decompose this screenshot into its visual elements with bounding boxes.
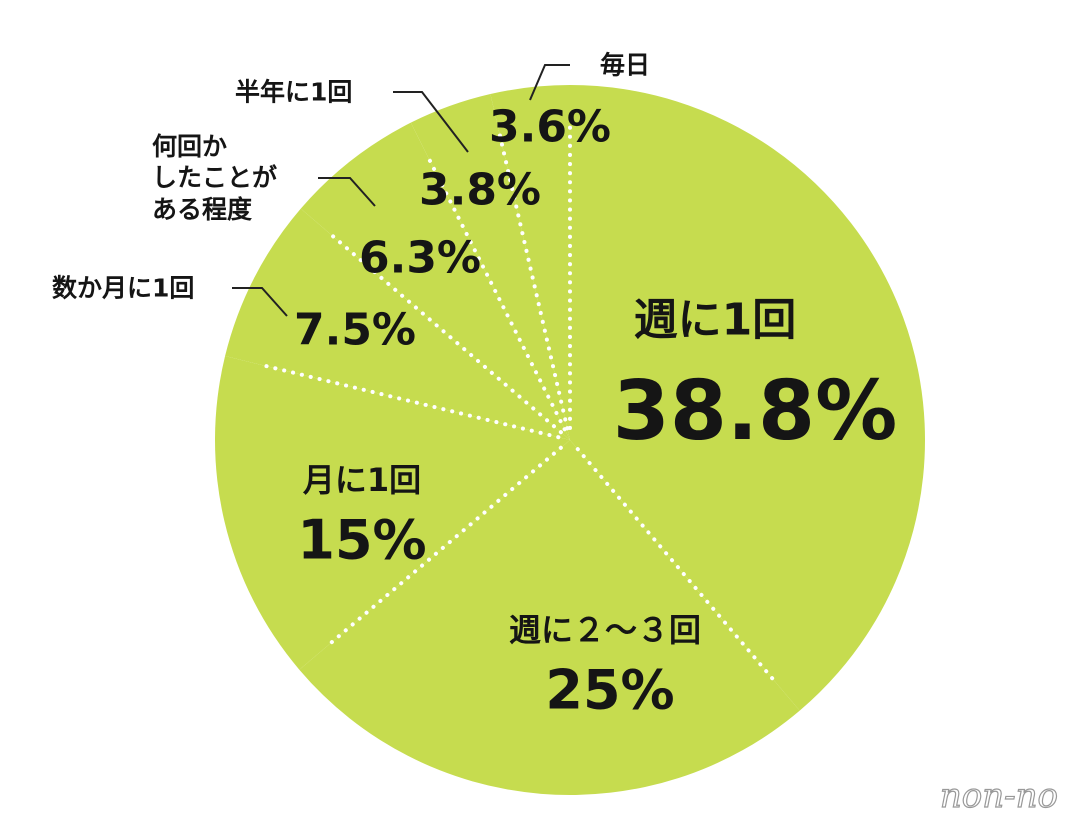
category-label: 毎日: [600, 50, 651, 80]
slice-divider: [326, 230, 563, 435]
pie-slice: [410, 94, 570, 440]
value-label: 25%: [545, 658, 675, 722]
leader-line: [529, 64, 570, 101]
category-label: 月に1回: [302, 461, 422, 499]
slice-divider: [496, 128, 570, 431]
value-label: 6.3%: [358, 232, 482, 284]
pie-slice: [215, 356, 570, 670]
category-label: 何回か したことが ある程度: [152, 132, 278, 224]
category-label: 数か月に1回: [52, 273, 195, 303]
slice-divider: [575, 447, 778, 685]
leader-line: [318, 177, 376, 207]
slice-divider: [259, 362, 561, 440]
value-label: 3.6%: [488, 101, 612, 153]
pie-slice: [225, 208, 570, 440]
leader-line: [232, 287, 288, 317]
value-label: 7.5%: [293, 304, 417, 356]
category-label: 半年に1回: [235, 77, 353, 107]
value-label: 38.8%: [612, 363, 898, 459]
value-label: 15%: [297, 508, 427, 572]
pie-slice: [299, 440, 800, 796]
value-label: 3.8%: [418, 164, 542, 216]
pie-slice: [570, 85, 926, 711]
leader-line: [393, 91, 469, 153]
pie-slice: [300, 122, 570, 441]
pie-slice: [490, 85, 570, 440]
category-label: 週に1回: [633, 294, 797, 346]
watermark: non-no: [939, 775, 1058, 816]
slice-divider: [325, 445, 563, 648]
category-label: 週に２〜３回: [508, 611, 702, 649]
slice-divider: [425, 153, 567, 432]
